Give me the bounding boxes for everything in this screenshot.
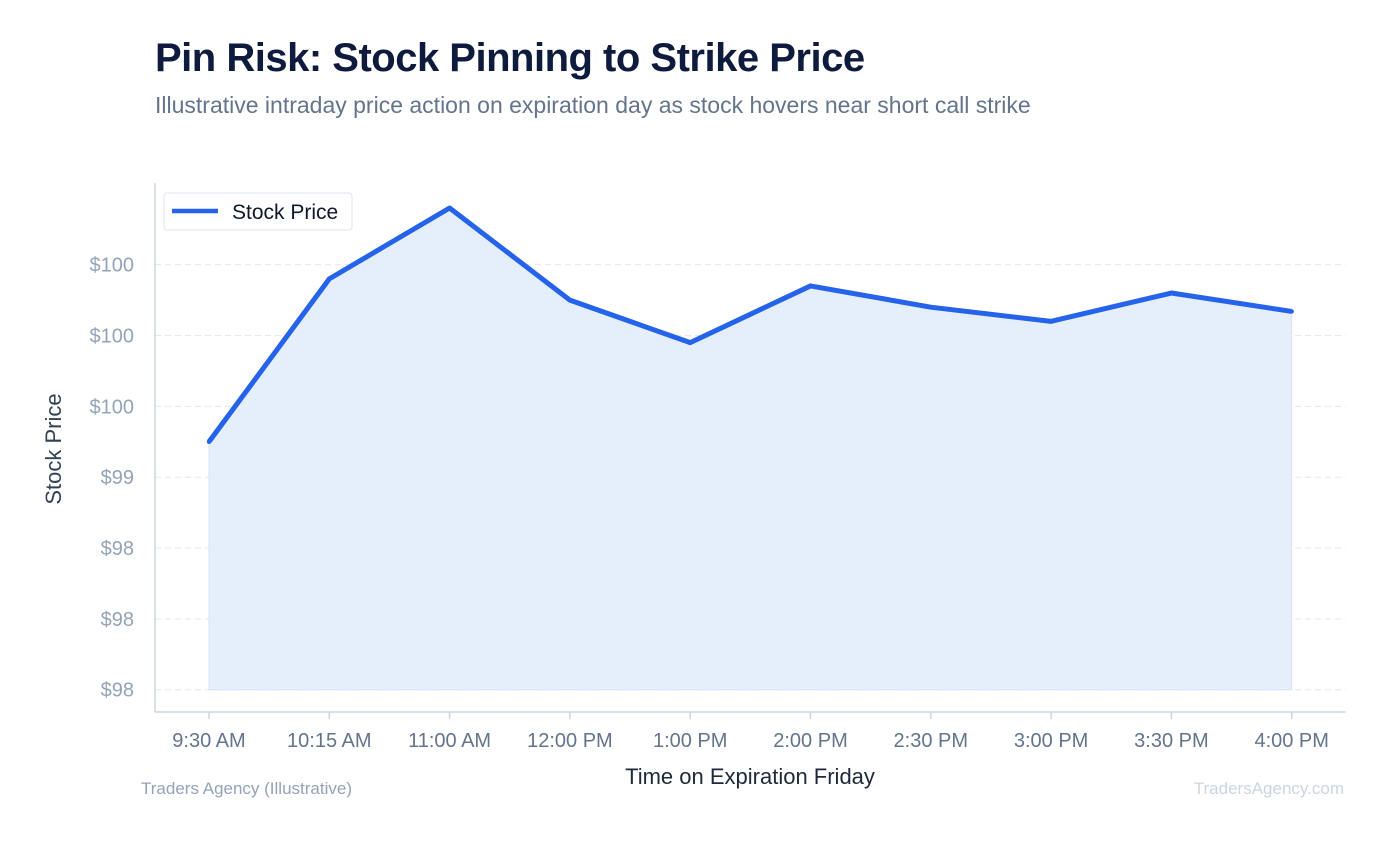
x-tick-label: 3:00 PM — [1014, 730, 1088, 752]
series-line — [206, 205, 1293, 444]
data-point — [447, 205, 452, 211]
legend-box — [163, 192, 353, 231]
data-point — [1048, 319, 1054, 324]
data-point — [928, 304, 933, 310]
x-tick-label: 2:00 PM — [773, 730, 847, 752]
data-point — [327, 276, 332, 282]
x-tick-label: 11:00 AM — [408, 730, 491, 752]
y-axis-title: Stock Price — [41, 393, 66, 504]
series-area-fill — [208, 207, 1293, 691]
y-tick-label: $100 — [90, 255, 135, 277]
y-tick-label: $100 — [90, 326, 135, 348]
chart-title: Pin Risk: Stock Pinning to Strike Price — [155, 36, 865, 80]
data-point — [688, 340, 693, 345]
y-tick-label: $98 — [101, 680, 134, 702]
source-note: Traders Agency (Illustrative) — [141, 779, 352, 798]
y-tick-label: $98 — [101, 538, 134, 560]
data-point — [1289, 309, 1294, 314]
data-point — [206, 439, 212, 444]
x-tick-label: 3:30 PM — [1134, 730, 1208, 752]
y-tick-label: $100 — [90, 396, 135, 418]
data-point — [567, 297, 573, 303]
data-point — [808, 283, 813, 289]
x-tick-label: 10:15 AM — [287, 730, 372, 752]
x-axis-title: Time on Expiration Friday — [625, 764, 875, 789]
x-ticks: 9:30 AM 10:15 AM 11:00 AM 12:00 PM 1:00 PM 2:… — [172, 712, 1329, 752]
data-points — [206, 205, 1294, 444]
x-tick-label: 1:00 PM — [653, 730, 727, 752]
chart-subtitle: Illustrative intraday price action on ex… — [155, 92, 1031, 118]
x-tick-label: 2:30 PM — [894, 730, 968, 752]
x-tick-label: 12:00 PM — [527, 730, 613, 752]
y-tick-label: $98 — [101, 609, 134, 631]
watermark: TradersAgency.com — [1193, 779, 1344, 798]
y-tick-label: $99 — [101, 467, 134, 489]
legend-label: Stock Price — [232, 201, 338, 224]
y-ticks: $98 $98 $98 $99 $100 $100 $100 — [90, 255, 135, 702]
x-tick-label: 4:00 PM — [1254, 730, 1328, 752]
x-tick-label: 9:30 AM — [172, 730, 245, 752]
legend: Stock Price — [163, 192, 353, 231]
data-point — [1169, 290, 1174, 296]
